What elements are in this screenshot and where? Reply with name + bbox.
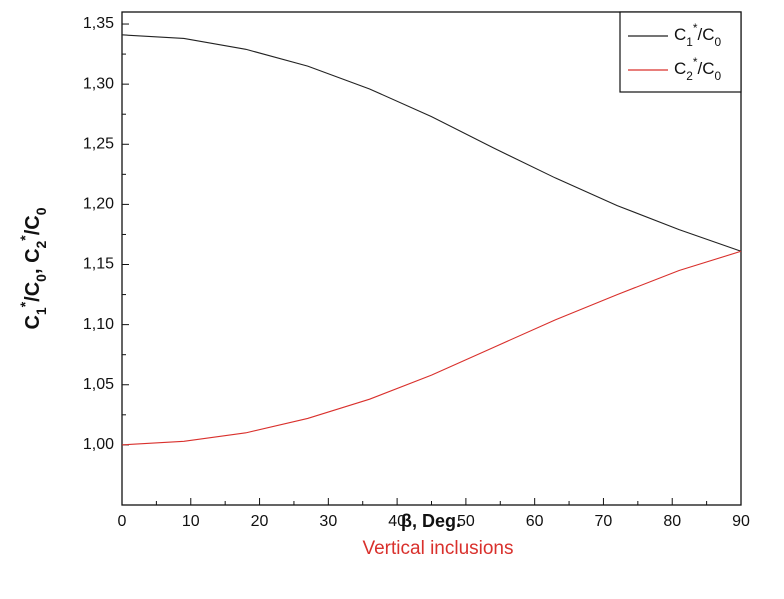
x-tick-label: 10: [182, 513, 200, 530]
x-tick-label: 80: [663, 513, 681, 530]
x-tick-label: 0: [118, 513, 127, 530]
y-tick-label: 1,25: [83, 135, 114, 152]
y-tick-label: 1,05: [83, 376, 114, 393]
legend-label: C2*/C0: [674, 55, 722, 83]
y-tick-label: 1,20: [83, 196, 114, 213]
y-tick-label: 1,15: [83, 256, 114, 273]
y-tick-label: 1,00: [83, 436, 114, 453]
x-tick-label: 60: [526, 513, 544, 530]
y-tick-label: 1,10: [83, 316, 114, 333]
x-tick-label: 40: [388, 513, 406, 530]
y-tick-label: 1,35: [83, 15, 114, 32]
x-tick-label: 50: [457, 513, 475, 530]
y-tick-label: 1,30: [83, 75, 114, 92]
x-tick-label: 70: [595, 513, 613, 530]
series-line: [121, 34, 742, 252]
x-tick-label: 30: [319, 513, 337, 530]
x-tick-label: 20: [251, 513, 269, 530]
x-tick-label: 90: [732, 513, 750, 530]
legend-box: [619, 11, 742, 93]
legend-label: C1*/C0: [674, 21, 722, 49]
series-line: [121, 250, 742, 446]
y-axis-label: C1*/C0, C2*/C0: [17, 207, 49, 329]
caption: Vertical inclusions: [362, 538, 513, 559]
x-axis-label: β, Deg.: [401, 511, 461, 531]
